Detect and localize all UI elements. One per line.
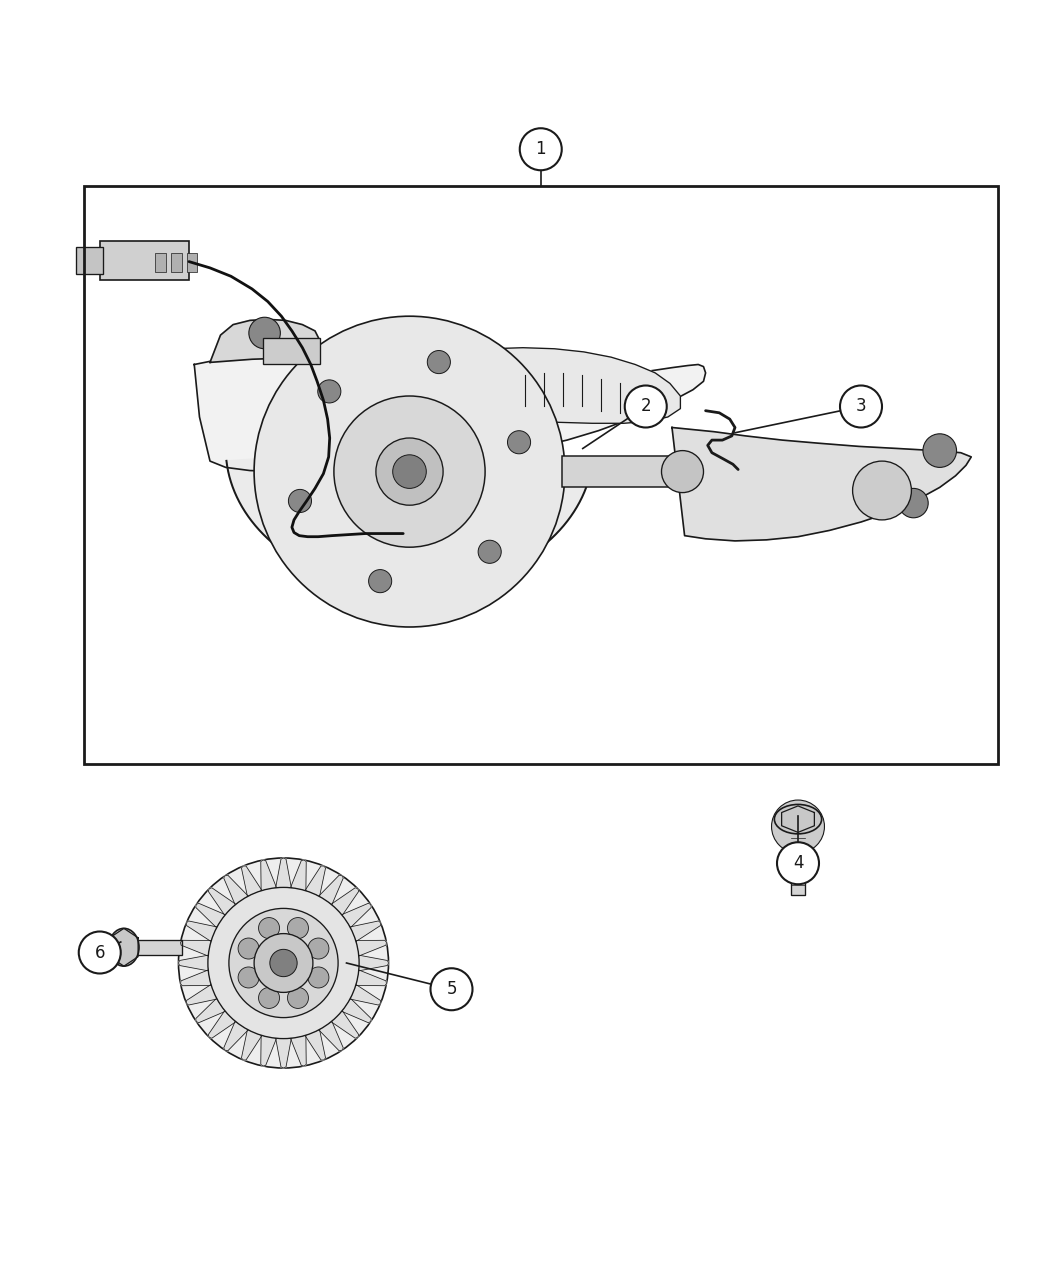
Text: 4: 4 [793,854,803,872]
Circle shape [369,570,392,593]
Polygon shape [341,998,372,1023]
Polygon shape [187,984,217,1005]
Polygon shape [181,940,211,956]
Circle shape [318,380,341,403]
Bar [124,940,182,955]
Polygon shape [195,998,226,1023]
Circle shape [238,938,259,959]
Bar [792,819,805,895]
Polygon shape [242,1029,262,1060]
Polygon shape [224,1021,248,1051]
Polygon shape [319,1021,343,1051]
Polygon shape [319,875,343,905]
Polygon shape [276,1038,291,1068]
Circle shape [249,317,280,349]
Polygon shape [291,1035,307,1066]
Text: 3: 3 [856,398,866,416]
Circle shape [270,950,297,977]
Circle shape [79,932,121,974]
Polygon shape [242,866,262,896]
Circle shape [662,450,704,492]
Polygon shape [304,1029,326,1060]
Polygon shape [350,984,380,1005]
Polygon shape [331,1011,359,1038]
Polygon shape [331,887,359,915]
Polygon shape [187,921,217,941]
Bar [155,254,166,272]
Circle shape [289,490,312,513]
Polygon shape [227,449,592,590]
Circle shape [254,933,313,992]
Bar [187,254,197,272]
Circle shape [393,455,426,488]
Circle shape [376,439,443,505]
Circle shape [899,488,928,518]
Circle shape [334,397,485,547]
Circle shape [308,938,329,959]
Bar [262,338,320,365]
Text: 2: 2 [640,398,651,416]
Bar [76,247,103,274]
Circle shape [229,908,338,1017]
Circle shape [238,966,259,988]
Polygon shape [291,861,307,891]
Circle shape [430,968,473,1010]
Circle shape [625,385,667,427]
Polygon shape [208,1011,236,1038]
Circle shape [288,987,309,1009]
Polygon shape [341,903,372,928]
Bar [84,186,998,764]
Circle shape [777,843,819,885]
Circle shape [178,858,388,1068]
Circle shape [923,434,957,468]
Text: 6: 6 [94,944,105,961]
Polygon shape [359,955,388,970]
Polygon shape [260,861,276,891]
Polygon shape [194,349,706,472]
Polygon shape [304,866,326,896]
Polygon shape [350,921,380,941]
Circle shape [520,129,562,171]
Polygon shape [672,427,971,541]
Bar [100,241,189,280]
Polygon shape [195,903,226,928]
Polygon shape [260,1035,276,1066]
Circle shape [853,462,911,520]
Circle shape [208,887,359,1039]
Circle shape [308,966,329,988]
Polygon shape [208,887,236,915]
Circle shape [258,987,279,1009]
Circle shape [840,385,882,427]
Bar [171,254,182,272]
Bar [562,456,682,487]
Polygon shape [181,970,211,986]
Text: 1: 1 [536,140,546,158]
Polygon shape [276,858,291,887]
Text: 5: 5 [446,980,457,998]
Circle shape [288,918,309,938]
Polygon shape [210,319,319,362]
Polygon shape [373,348,680,423]
Polygon shape [224,875,248,905]
Circle shape [427,351,450,374]
Circle shape [772,799,824,853]
Polygon shape [178,955,208,970]
Polygon shape [356,970,386,986]
Polygon shape [356,940,386,956]
Circle shape [254,316,565,627]
Ellipse shape [775,805,821,834]
Circle shape [507,431,530,454]
Ellipse shape [109,928,139,966]
Circle shape [258,918,279,938]
Circle shape [478,541,501,564]
